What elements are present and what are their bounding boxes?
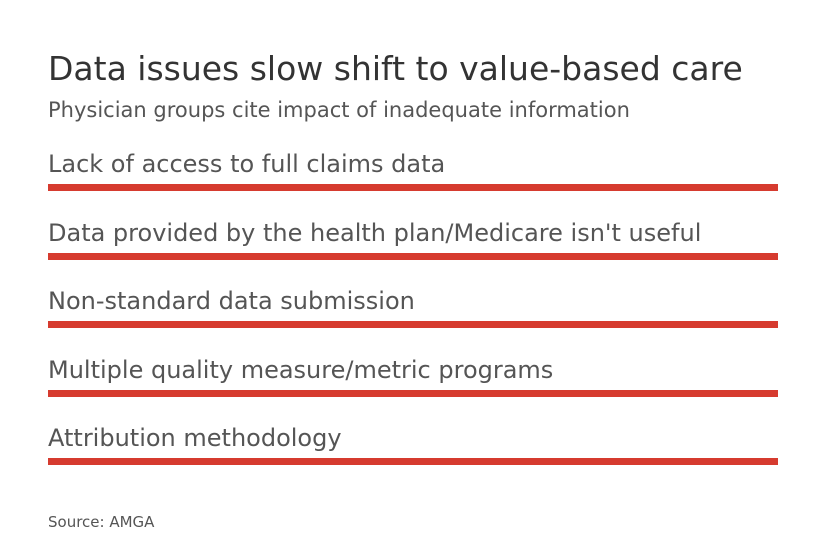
bar-track bbox=[48, 252, 778, 260]
source-note: Source: AMGA bbox=[48, 513, 155, 531]
bar-chart: Lack of access to full claims data Data p… bbox=[48, 148, 778, 491]
bar-label: Attribution methodology bbox=[48, 424, 342, 452]
bar-label: Non-standard data submission bbox=[48, 287, 415, 315]
bar-row: Non-standard data submission bbox=[48, 285, 778, 354]
bar-label: Data provided by the health plan/Medicar… bbox=[48, 218, 702, 247]
bar-row: Attribution methodology bbox=[48, 422, 778, 491]
bar bbox=[48, 321, 778, 328]
bar-track bbox=[48, 184, 778, 191]
bar-label: Lack of access to full claims data bbox=[48, 150, 446, 178]
bar-row: Multiple quality measure/metric programs bbox=[48, 354, 778, 423]
chart-title: Data issues slow shift to value-based ca… bbox=[48, 49, 743, 88]
bar-track bbox=[48, 458, 778, 465]
bar-row: Data provided by the health plan/Medicar… bbox=[48, 217, 778, 286]
bar bbox=[48, 389, 778, 397]
bar-track bbox=[48, 321, 778, 328]
chart-subtitle: Physician groups cite impact of inadequa… bbox=[48, 98, 630, 122]
bar bbox=[48, 458, 778, 465]
bar-label: Multiple quality measure/metric programs bbox=[48, 355, 554, 384]
bar-track bbox=[48, 389, 778, 397]
bar bbox=[48, 184, 778, 191]
bar bbox=[48, 252, 778, 260]
bar-row: Lack of access to full claims data bbox=[48, 148, 778, 217]
